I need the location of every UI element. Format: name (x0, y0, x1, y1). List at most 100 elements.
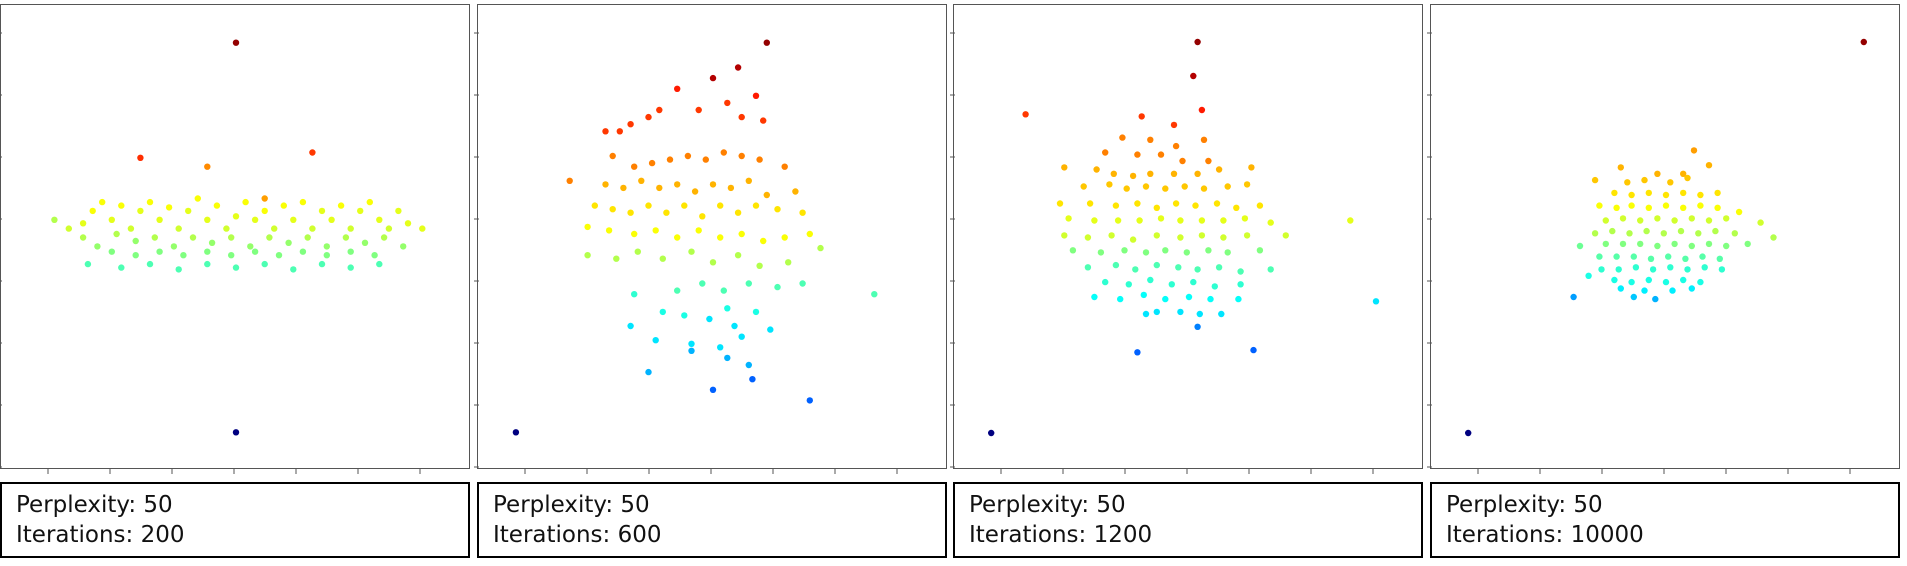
scatter-point (734, 209, 742, 216)
scatter-point (806, 230, 813, 238)
scatter-point (1250, 346, 1257, 354)
scatter-point (1205, 157, 1212, 165)
scatter-point (1172, 200, 1180, 207)
scatter-point (656, 106, 663, 114)
scatter-point (204, 248, 211, 255)
scatter-point (228, 252, 235, 259)
scatter-point (376, 260, 383, 268)
scatter-point (1680, 189, 1687, 197)
scatter-point (817, 244, 824, 252)
scatter-point (1147, 276, 1154, 284)
scatter-point (645, 368, 652, 376)
scatter-point (1705, 240, 1713, 248)
scatter-point (1632, 264, 1640, 271)
scatter-point (1168, 281, 1175, 288)
scatter-point (318, 260, 326, 268)
scatter-point (1684, 266, 1691, 273)
scatter-point (208, 239, 216, 246)
scatter-point (1237, 268, 1244, 275)
scatter-point (65, 225, 73, 232)
scatter-point (1194, 170, 1201, 177)
scatter-point (366, 198, 373, 206)
scatter-point (165, 204, 173, 211)
scatter-point (1129, 236, 1137, 243)
scatter-point (1267, 266, 1274, 273)
scatter-point (266, 234, 273, 241)
scatter-point (731, 322, 738, 330)
scatter-point (1194, 323, 1201, 330)
scatter-point (1570, 293, 1577, 301)
scatter-point (204, 260, 211, 268)
scatter-point (232, 264, 240, 271)
scatter-point (1147, 170, 1154, 177)
scatter-point (290, 216, 297, 223)
scatter-point (1211, 283, 1218, 290)
scatter-point (137, 207, 144, 215)
scatter-point (361, 239, 369, 246)
scatter-point (1680, 276, 1687, 284)
scatter-point (609, 152, 616, 160)
scatter-point (108, 248, 116, 255)
scatter-point (1056, 200, 1064, 207)
scatter-point (1645, 189, 1652, 197)
scatter-point (380, 234, 388, 241)
scatter-point (89, 207, 96, 215)
scatter-point (175, 266, 182, 273)
scatter-point (1705, 217, 1713, 224)
scatter-point (727, 184, 735, 192)
scatter-point (749, 376, 756, 383)
scatter-point (1119, 134, 1126, 141)
scatter-point (1138, 113, 1145, 120)
scatter-point (627, 322, 634, 330)
scatter-point (1235, 295, 1242, 303)
scatter-point (799, 209, 806, 216)
scatter-point (1194, 38, 1201, 46)
scatter-point (1190, 72, 1197, 80)
scatter-point (602, 128, 609, 135)
scatter-point (1701, 264, 1708, 271)
scatter-point (1136, 217, 1143, 224)
scatter-point (1654, 170, 1661, 177)
scatter-point (1688, 215, 1695, 222)
scatter-point (1198, 106, 1206, 114)
scatter-point (261, 260, 268, 268)
caption-perplexity: Perplexity: 50 (969, 492, 1126, 518)
scatter-point (170, 243, 178, 250)
scatter-point (720, 287, 727, 294)
scatter-point (684, 152, 692, 160)
scatter-point (1213, 200, 1221, 207)
scatter-plot (474, 4, 947, 474)
scatter-point (1671, 217, 1678, 224)
scatter-point (717, 234, 724, 241)
scatter-point (318, 207, 326, 215)
scatter-point (1667, 264, 1674, 271)
scatter-point (1602, 240, 1609, 248)
scatter-point (299, 198, 307, 206)
scatter-point (638, 177, 645, 184)
scatter-point (1220, 217, 1227, 224)
scatter-point (695, 106, 702, 114)
scatter-point (1153, 261, 1160, 269)
scatter-point (1177, 308, 1184, 316)
scatter-point (1697, 278, 1704, 286)
scatter-point (620, 184, 627, 192)
scatter-point (132, 252, 139, 259)
scatter-point (371, 252, 378, 259)
scatter-point (634, 248, 641, 255)
scatter-point (419, 225, 426, 232)
scatter-point (251, 216, 259, 223)
scatter-point (1084, 234, 1092, 241)
scatter-point (1022, 111, 1029, 118)
scatter-point (767, 326, 774, 333)
scatter-point (1613, 253, 1620, 260)
scatter-point (1123, 185, 1130, 192)
scatter-point (1628, 278, 1635, 286)
scatter-point (709, 259, 717, 266)
scatter-point (1628, 202, 1635, 209)
scatter-point (1718, 266, 1726, 273)
scatter-point (1147, 136, 1154, 143)
scatter-point (785, 259, 792, 266)
scatter-point (1200, 136, 1208, 143)
scatter-point (699, 213, 706, 220)
scatter-point (156, 216, 163, 223)
